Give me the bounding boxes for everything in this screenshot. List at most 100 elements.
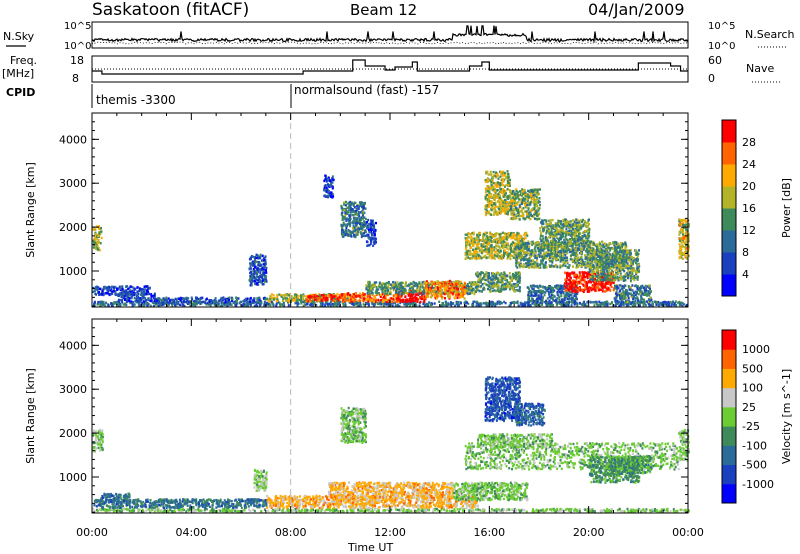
power-cell: [297, 302, 300, 305]
power-cell: [214, 300, 217, 303]
power-cell: [436, 281, 438, 285]
power-cell: [328, 295, 331, 298]
power-cell: [142, 300, 145, 303]
power-cell: [400, 292, 403, 296]
power-cell: [537, 188, 540, 191]
power-cell: [383, 294, 386, 297]
power-cell: [363, 294, 366, 298]
power-cell: [494, 282, 497, 286]
power-cell: [419, 285, 422, 288]
power-cell: [504, 209, 507, 213]
power-cell: [103, 287, 106, 290]
power-cell: [257, 255, 259, 258]
power-cell: [276, 298, 279, 301]
power-cell: [262, 257, 265, 260]
power-cell: [489, 235, 492, 239]
power-cell: [462, 288, 465, 291]
power-cell: [371, 285, 374, 288]
power-cell: [342, 302, 345, 305]
power-cell: [466, 243, 468, 246]
power-cell: [354, 209, 357, 213]
power-cell: [511, 277, 513, 281]
power-cell: [524, 232, 527, 236]
power-cell: [509, 247, 512, 250]
power-cell: [213, 299, 216, 302]
power-cell: [338, 296, 341, 299]
power-cell: [374, 300, 377, 303]
power-cell: [353, 296, 356, 299]
power-cell: [300, 302, 303, 305]
power-cell: [383, 283, 386, 286]
power-cell: [497, 205, 500, 209]
power-cell: [220, 296, 223, 300]
power-cell: [370, 287, 373, 291]
power-cell: [250, 267, 252, 270]
power-cell: [348, 223, 351, 226]
power-cell: [539, 188, 541, 191]
power-cell: [117, 299, 120, 303]
power-cell: [349, 230, 352, 233]
power-cell: [519, 301, 522, 305]
power-cell: [501, 257, 503, 260]
power-cell: [118, 292, 121, 295]
power-cell: [143, 302, 146, 305]
power-cell: [323, 186, 326, 190]
power-cell: [93, 289, 96, 292]
power-cell: [515, 190, 518, 193]
power-cell: [326, 298, 329, 301]
power-cell: [353, 294, 356, 297]
power-cell: [380, 293, 382, 296]
power-cell: [401, 291, 404, 294]
power-cell: [202, 300, 204, 304]
power-cell: [494, 232, 496, 236]
power-cell: [515, 192, 518, 196]
power-cell: [525, 202, 528, 205]
power-cell: [489, 287, 492, 290]
power-cell: [135, 294, 138, 297]
power-cell: [359, 223, 362, 226]
power-cell: [264, 298, 267, 301]
power-cell: [474, 281, 477, 284]
power-cell: [346, 223, 349, 226]
power-cell: [505, 275, 507, 278]
power-cell: [420, 297, 423, 300]
power-cell: [466, 283, 469, 286]
power-cell: [293, 295, 296, 298]
power-cell: [263, 271, 266, 275]
power-cell: [526, 252, 529, 255]
power-cell: [521, 302, 524, 305]
power-cell: [462, 293, 465, 297]
power-cell: [604, 304, 607, 307]
power-cell: [520, 239, 523, 242]
power-cell: [261, 254, 264, 257]
power-cell: [101, 291, 104, 294]
power-cell: [535, 195, 538, 199]
power-cell: [522, 238, 525, 241]
power-cell: [507, 244, 510, 248]
power-cell: [249, 303, 252, 307]
power-cell: [510, 200, 512, 203]
power-cell: [293, 293, 296, 296]
power-cell: [601, 303, 604, 306]
power-cell: [281, 299, 284, 303]
power-cell: [363, 293, 366, 296]
power-cell: [518, 210, 520, 214]
power-cell: [499, 278, 502, 282]
power-cell: [327, 191, 330, 194]
power-cell: [442, 283, 445, 287]
power-cell: [491, 251, 494, 254]
power-cell: [364, 207, 367, 210]
power-cell: [265, 269, 267, 272]
power-cell: [171, 304, 174, 307]
power-cell: [509, 232, 512, 235]
power-cell: [408, 299, 411, 303]
power-cell: [498, 194, 501, 197]
power-cell: [504, 203, 507, 206]
power-cell: [310, 302, 313, 306]
power-cell: [509, 190, 512, 193]
power-cell: [423, 282, 426, 286]
power-patch-0: [92, 225, 103, 252]
power-cell: [522, 217, 525, 220]
power-cell: [327, 183, 329, 186]
power-cell: [351, 293, 354, 296]
